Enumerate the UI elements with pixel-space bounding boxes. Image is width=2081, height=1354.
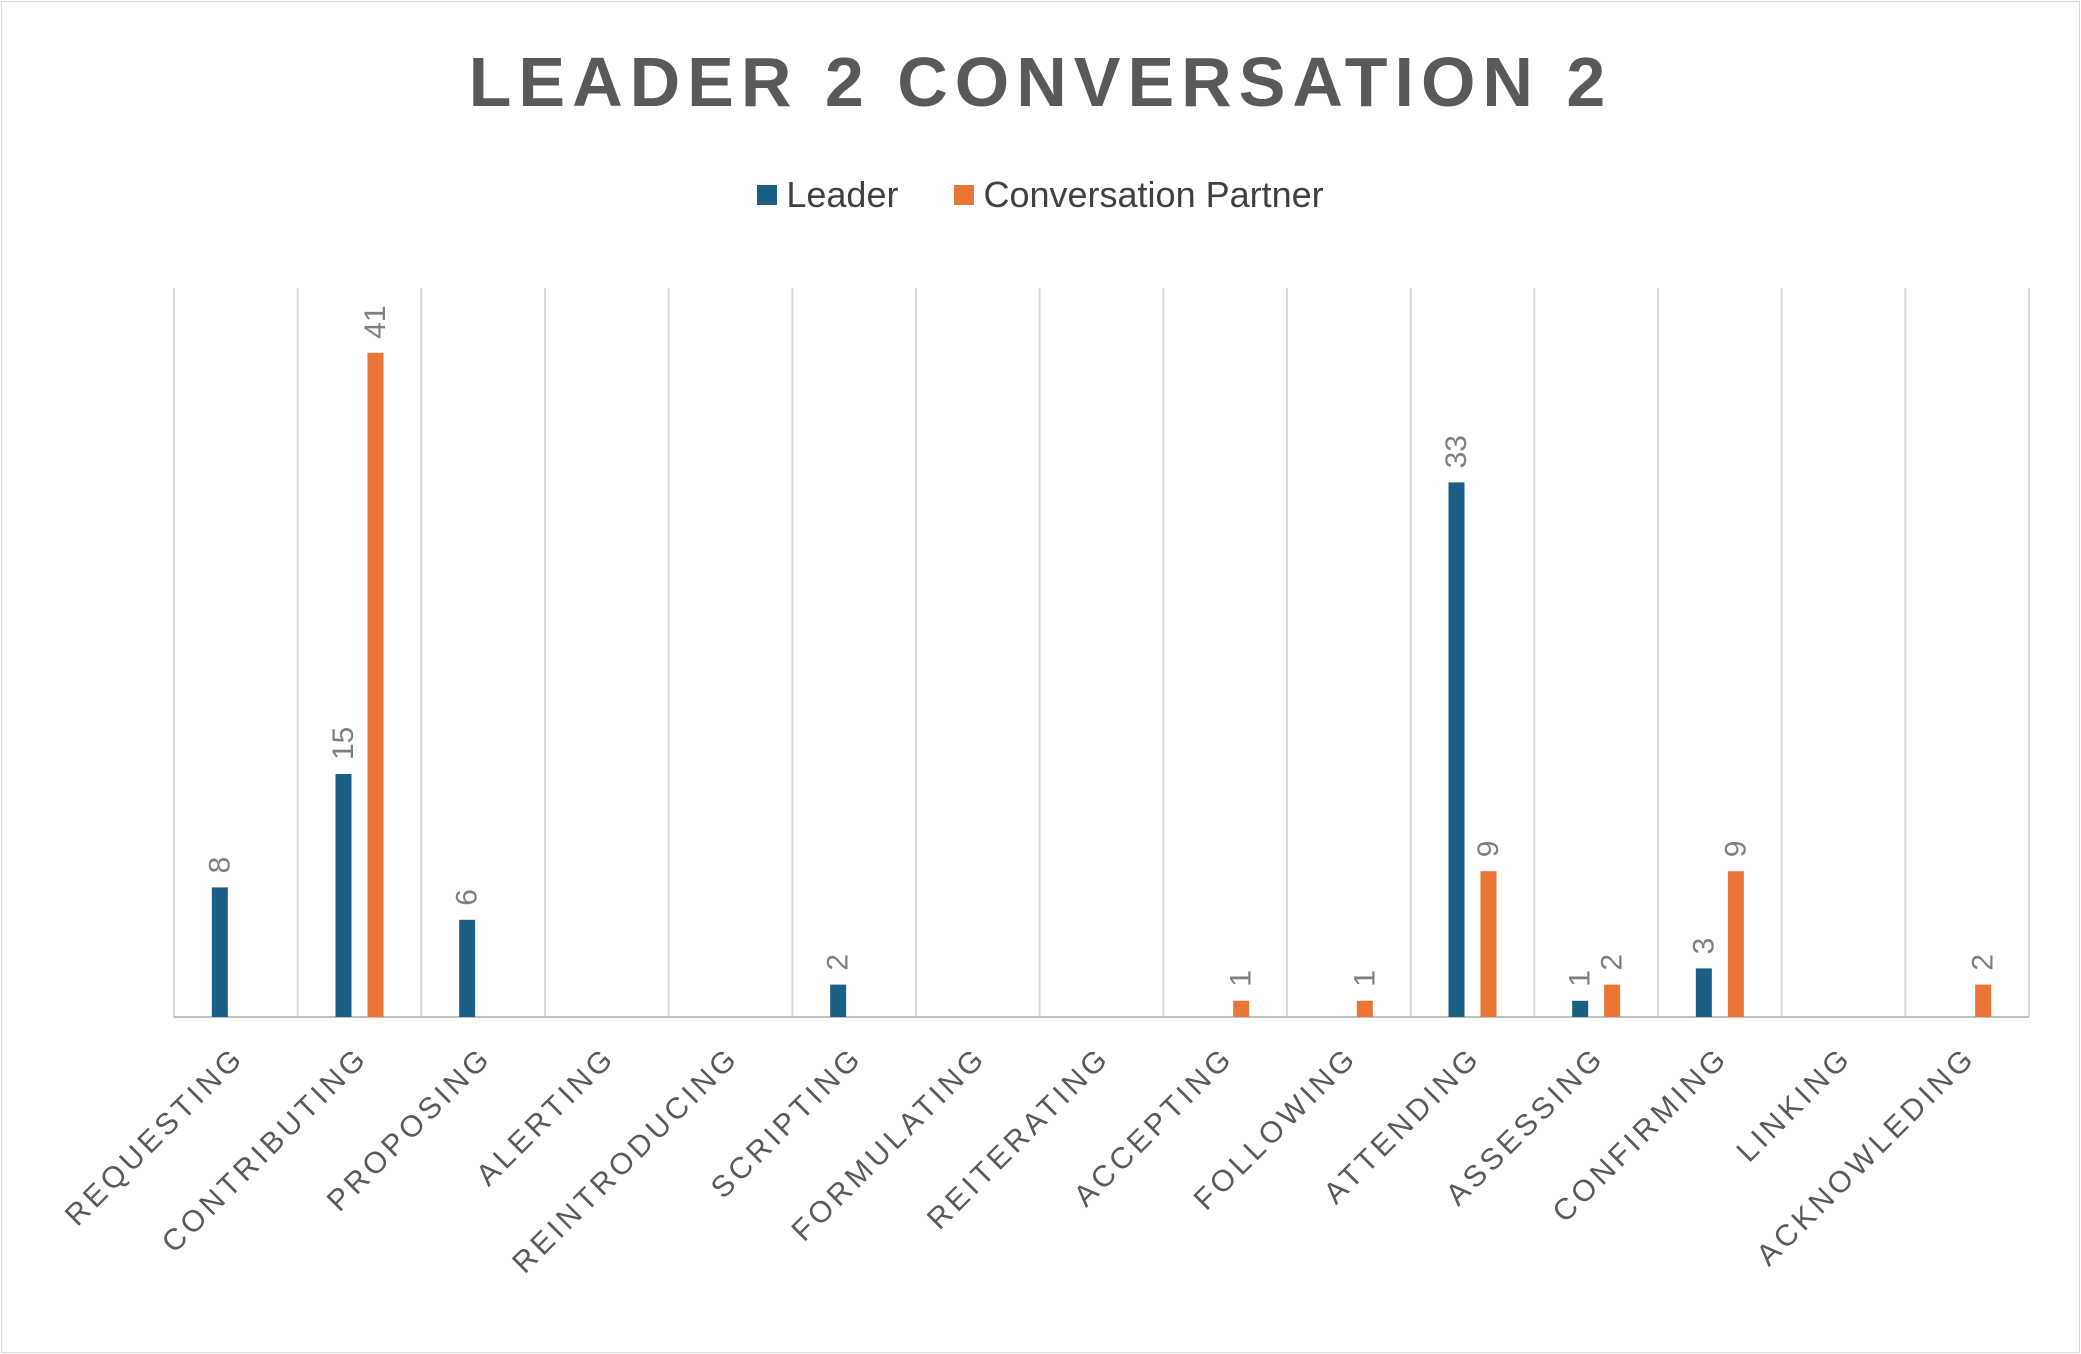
bar-conversation-partner-contributing bbox=[367, 352, 384, 1017]
bar-conversation-partner-assessing bbox=[1604, 984, 1621, 1017]
data-label-conversation-partner-accepting: 1 bbox=[1225, 970, 1258, 987]
bar-leader-scripting bbox=[830, 984, 847, 1017]
bar-leader-assessing bbox=[1572, 1000, 1589, 1017]
legend-swatch-conversation-partner bbox=[954, 185, 975, 205]
data-label-leader-scripting: 2 bbox=[822, 954, 855, 971]
data-label-conversation-partner-acknowleding: 2 bbox=[1967, 954, 2000, 971]
legend-label-conversation-partner: Conversation Partner bbox=[983, 174, 1324, 215]
legend-swatch-leader bbox=[757, 185, 778, 205]
bar-conversation-partner-confirming bbox=[1727, 871, 1744, 1017]
data-label-conversation-partner-following: 1 bbox=[1348, 970, 1381, 987]
legend: Leader Conversation Partner bbox=[0, 174, 2081, 216]
x-tick-label-acknowleding: ACKNOWLEDING bbox=[1750, 1041, 1982, 1273]
bar-conversation-partner-following bbox=[1356, 1000, 1373, 1017]
bar-leader-confirming bbox=[1695, 968, 1712, 1017]
bar-conversation-partner-attending bbox=[1480, 871, 1497, 1017]
legend-label-leader: Leader bbox=[786, 174, 899, 215]
data-label-leader-attending: 33 bbox=[1440, 435, 1473, 468]
data-label-conversation-partner-contributing: 41 bbox=[359, 305, 392, 338]
x-tick-label-contributing: CONTRIBUTING bbox=[156, 1041, 375, 1260]
legend-item-conversation-partner[interactable]: Conversation Partner bbox=[954, 174, 1324, 216]
data-label-conversation-partner-assessing: 2 bbox=[1596, 954, 1629, 971]
data-label-leader-proposing: 6 bbox=[451, 889, 484, 906]
data-label-conversation-partner-attending: 9 bbox=[1472, 841, 1505, 858]
chart-title: LEADER 2 CONVERSATION 2 bbox=[468, 43, 1613, 121]
bar-conversation-partner-acknowleding bbox=[1975, 984, 1992, 1017]
bar-conversation-partner-accepting bbox=[1233, 1000, 1250, 1017]
x-tick-label-reintroducing: REINTRODUCING bbox=[506, 1041, 745, 1280]
legend-item-leader[interactable]: Leader bbox=[757, 174, 898, 216]
x-tick-label-linking: LINKING bbox=[1730, 1041, 1858, 1169]
bar-leader-requesting bbox=[211, 887, 228, 1017]
bar-leader-proposing bbox=[459, 919, 476, 1017]
bar-leader-attending bbox=[1448, 482, 1465, 1017]
data-label-conversation-partner-confirming: 9 bbox=[1719, 841, 1752, 858]
data-label-leader-confirming: 3 bbox=[1687, 938, 1720, 955]
data-label-leader-contributing: 15 bbox=[327, 727, 360, 760]
data-label-leader-requesting: 8 bbox=[203, 857, 236, 874]
data-label-leader-assessing: 1 bbox=[1564, 970, 1597, 987]
bar-leader-contributing bbox=[335, 774, 352, 1017]
